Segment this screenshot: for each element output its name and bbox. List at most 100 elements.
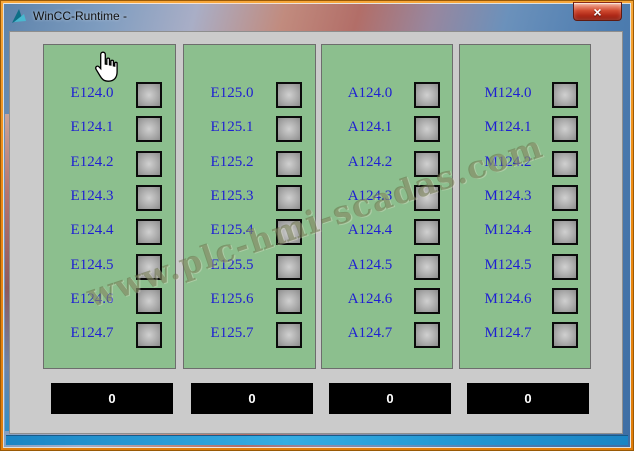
io-label: E125.3: [210, 188, 254, 204]
io-indicator-button[interactable]: [552, 254, 578, 280]
io-label: E124.0: [70, 85, 114, 101]
io-indicator-button[interactable]: [276, 151, 302, 177]
io-label: A124.0: [347, 85, 393, 101]
io-label: A124.2: [347, 154, 393, 170]
io-row: M124.5: [460, 254, 590, 280]
window-title: WinCC-Runtime -: [33, 9, 128, 23]
io-label: E124.3: [70, 188, 114, 204]
io-row: E125.7: [184, 322, 315, 348]
io-indicator-button[interactable]: [552, 288, 578, 314]
io-indicator-button[interactable]: [136, 185, 162, 211]
io-row: M124.0: [460, 82, 590, 108]
io-label: M124.3: [484, 188, 532, 204]
io-row: M124.1: [460, 116, 590, 142]
io-label: A124.5: [347, 257, 393, 273]
io-panel-E124: E124.0 E124.1 E124.2 E124.3 E124.4 E124.5 E124…: [43, 44, 176, 369]
io-indicator-button[interactable]: [276, 254, 302, 280]
io-row: E124.3: [44, 185, 175, 211]
io-row: M124.6: [460, 288, 590, 314]
titlebar[interactable]: WinCC-Runtime -: [2, 2, 632, 31]
io-indicator-button[interactable]: [552, 185, 578, 211]
io-indicator-button[interactable]: [136, 82, 162, 108]
io-indicator-button[interactable]: [276, 322, 302, 348]
io-label: E124.6: [70, 291, 114, 307]
io-indicator-button[interactable]: [552, 82, 578, 108]
io-label: A124.7: [347, 325, 393, 341]
io-row: E125.2: [184, 151, 315, 177]
io-indicator-button[interactable]: [552, 151, 578, 177]
io-label: E125.5: [210, 257, 254, 273]
io-row: E124.2: [44, 151, 175, 177]
io-indicator-button[interactable]: [276, 82, 302, 108]
close-icon: ×: [593, 3, 602, 20]
io-indicator-button[interactable]: [552, 116, 578, 142]
io-label: A124.6: [347, 291, 393, 307]
io-row: E124.4: [44, 219, 175, 245]
io-row: E125.5: [184, 254, 315, 280]
io-indicator-button[interactable]: [136, 219, 162, 245]
io-indicator-button[interactable]: [414, 116, 440, 142]
io-panel-A124: A124.0 A124.1 A124.2 A124.3 A124.4 A124.5 A124…: [321, 44, 453, 369]
close-button[interactable]: ×: [573, 2, 622, 21]
io-label: E125.2: [210, 154, 254, 170]
io-indicator-button[interactable]: [414, 151, 440, 177]
io-row: E124.1: [44, 116, 175, 142]
io-row: A124.3: [322, 185, 452, 211]
io-row: E124.6: [44, 288, 175, 314]
io-label: E125.6: [210, 291, 254, 307]
io-row: M124.4: [460, 219, 590, 245]
io-indicator-button[interactable]: [414, 185, 440, 211]
counter-display-M124[interactable]: 0: [467, 383, 589, 414]
io-row: M124.7: [460, 322, 590, 348]
io-label: M124.4: [484, 222, 532, 238]
io-row: E125.0: [184, 82, 315, 108]
io-panel-E125: E125.0 E125.1 E125.2 E125.3 E125.4 E125.5 E125…: [183, 44, 316, 369]
io-label: E124.2: [70, 154, 114, 170]
io-row: A124.5: [322, 254, 452, 280]
io-row: E124.5: [44, 254, 175, 280]
io-label: A124.4: [347, 222, 393, 238]
io-label: E124.4: [70, 222, 114, 238]
io-label: E125.1: [210, 119, 254, 135]
io-row: A124.7: [322, 322, 452, 348]
io-indicator-button[interactable]: [136, 116, 162, 142]
io-row: A124.1: [322, 116, 452, 142]
client-area: E124.0 E124.1 E124.2 E124.3 E124.4 E124.5 E124…: [9, 31, 623, 434]
io-indicator-button[interactable]: [414, 322, 440, 348]
io-label: E125.0: [210, 85, 254, 101]
counter-display-A124[interactable]: 0: [329, 383, 451, 414]
io-row: E124.7: [44, 322, 175, 348]
io-label: M124.6: [484, 291, 532, 307]
io-label: E124.7: [70, 325, 114, 341]
io-indicator-button[interactable]: [136, 288, 162, 314]
io-row: E125.6: [184, 288, 315, 314]
io-indicator-button[interactable]: [414, 219, 440, 245]
io-indicator-button[interactable]: [136, 151, 162, 177]
io-panel-M124: M124.0 M124.1 M124.2 M124.3 M124.4 M124.5 M124…: [459, 44, 591, 369]
io-row: E125.4: [184, 219, 315, 245]
io-indicator-button[interactable]: [552, 219, 578, 245]
io-row: E124.0: [44, 82, 175, 108]
io-row: A124.6: [322, 288, 452, 314]
counter-display-E125[interactable]: 0: [191, 383, 313, 414]
io-indicator-button[interactable]: [136, 322, 162, 348]
io-indicator-button[interactable]: [276, 116, 302, 142]
io-label: M124.1: [484, 119, 532, 135]
wincc-logo-icon: [11, 8, 28, 24]
io-indicator-button[interactable]: [414, 288, 440, 314]
io-indicator-button[interactable]: [276, 288, 302, 314]
io-label: M124.5: [484, 257, 532, 273]
io-indicator-button[interactable]: [276, 219, 302, 245]
io-label: M124.7: [484, 325, 532, 341]
io-row: M124.2: [460, 151, 590, 177]
io-row: A124.2: [322, 151, 452, 177]
counter-display-E124[interactable]: 0: [51, 383, 173, 414]
io-label: A124.1: [347, 119, 393, 135]
io-indicator-button[interactable]: [276, 185, 302, 211]
io-indicator-button[interactable]: [414, 82, 440, 108]
io-indicator-button[interactable]: [414, 254, 440, 280]
io-indicator-button[interactable]: [136, 254, 162, 280]
io-label: E124.1: [70, 119, 114, 135]
io-indicator-button[interactable]: [552, 322, 578, 348]
io-row: E125.3: [184, 185, 315, 211]
